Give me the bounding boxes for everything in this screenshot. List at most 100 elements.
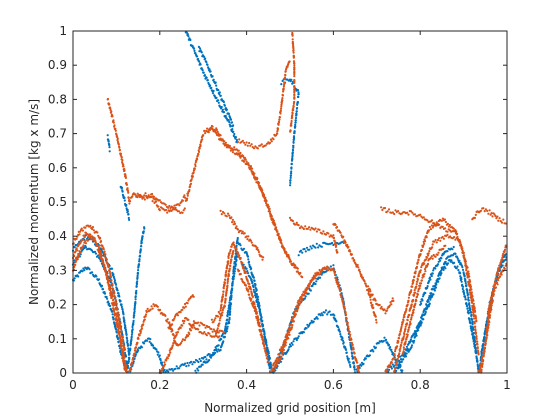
data-point bbox=[123, 199, 126, 202]
data-point bbox=[468, 275, 471, 278]
data-point bbox=[156, 305, 159, 308]
data-point bbox=[460, 278, 463, 281]
data-point bbox=[392, 357, 395, 360]
data-point bbox=[261, 338, 264, 341]
data-point bbox=[417, 329, 420, 332]
data-point bbox=[211, 354, 214, 357]
data-point bbox=[142, 230, 145, 233]
data-point bbox=[296, 337, 299, 340]
data-point bbox=[266, 360, 270, 363]
data-point bbox=[120, 342, 123, 345]
data-point bbox=[461, 268, 465, 271]
data-point bbox=[127, 216, 130, 220]
data-point bbox=[261, 258, 264, 261]
data-point bbox=[281, 97, 284, 100]
data-point bbox=[419, 213, 422, 216]
data-point bbox=[253, 305, 256, 309]
data-point bbox=[111, 313, 114, 316]
data-point bbox=[186, 194, 189, 197]
data-point bbox=[247, 258, 250, 261]
data-point bbox=[223, 104, 226, 107]
data-point bbox=[415, 295, 419, 298]
data-point bbox=[305, 327, 308, 330]
data-point bbox=[101, 245, 104, 248]
data-point bbox=[109, 290, 112, 293]
data-point bbox=[415, 332, 418, 335]
data-point bbox=[406, 211, 409, 214]
data-point bbox=[140, 241, 143, 244]
data-point bbox=[301, 251, 304, 254]
data-point bbox=[337, 285, 340, 288]
data-point bbox=[320, 312, 323, 315]
data-point bbox=[295, 266, 298, 269]
data-point bbox=[308, 324, 311, 327]
data-point bbox=[436, 263, 440, 266]
data-point bbox=[454, 252, 457, 255]
data-point bbox=[94, 252, 98, 255]
data-point bbox=[281, 79, 284, 82]
data-point bbox=[230, 258, 233, 261]
data-point bbox=[241, 139, 244, 142]
data-point bbox=[472, 302, 475, 305]
data-point bbox=[418, 287, 421, 290]
data-point bbox=[95, 275, 98, 278]
data-point bbox=[75, 247, 78, 250]
data-point bbox=[116, 337, 120, 341]
data-point bbox=[110, 279, 113, 282]
data-point bbox=[289, 172, 293, 175]
data-point bbox=[441, 267, 444, 270]
data-point bbox=[91, 238, 94, 241]
data-point bbox=[118, 331, 121, 334]
data-point bbox=[344, 313, 347, 316]
data-point bbox=[96, 254, 100, 257]
data-point bbox=[189, 38, 192, 42]
data-point bbox=[239, 256, 242, 260]
data-point bbox=[460, 245, 463, 248]
data-point bbox=[159, 308, 162, 311]
data-point bbox=[224, 278, 227, 281]
data-point bbox=[103, 292, 107, 295]
data-point bbox=[94, 240, 97, 243]
data-point bbox=[125, 183, 128, 186]
data-point bbox=[404, 325, 407, 328]
data-point bbox=[417, 290, 420, 293]
data-point bbox=[81, 248, 85, 251]
data-point bbox=[130, 333, 133, 336]
data-point bbox=[364, 357, 367, 360]
data-point bbox=[79, 251, 82, 254]
data-point bbox=[125, 364, 128, 368]
data-point bbox=[482, 343, 485, 346]
data-point bbox=[314, 246, 317, 249]
data-point bbox=[292, 146, 295, 149]
data-point bbox=[383, 206, 387, 210]
data-point bbox=[252, 303, 255, 306]
data-point bbox=[438, 277, 441, 280]
data-point bbox=[81, 270, 84, 273]
data-point bbox=[265, 142, 269, 145]
data-point bbox=[420, 302, 423, 305]
data-point bbox=[126, 189, 130, 193]
data-point bbox=[112, 119, 115, 122]
data-point bbox=[245, 141, 248, 144]
data-point bbox=[286, 254, 289, 257]
data-point bbox=[377, 342, 380, 345]
data-point bbox=[396, 357, 399, 361]
data-point bbox=[414, 291, 417, 294]
data-point bbox=[294, 123, 297, 126]
data-point bbox=[241, 230, 244, 233]
data-point bbox=[226, 262, 230, 265]
data-point bbox=[432, 269, 435, 272]
data-point bbox=[332, 236, 336, 239]
data-point bbox=[467, 296, 470, 299]
data-point bbox=[431, 257, 434, 260]
data-point bbox=[242, 155, 245, 158]
data-point bbox=[245, 160, 248, 163]
data-point bbox=[315, 280, 318, 283]
data-point bbox=[415, 334, 418, 337]
data-point bbox=[462, 285, 465, 288]
data-point bbox=[243, 156, 246, 159]
data-point bbox=[420, 248, 423, 252]
data-point bbox=[390, 348, 393, 351]
data-point bbox=[239, 272, 242, 276]
